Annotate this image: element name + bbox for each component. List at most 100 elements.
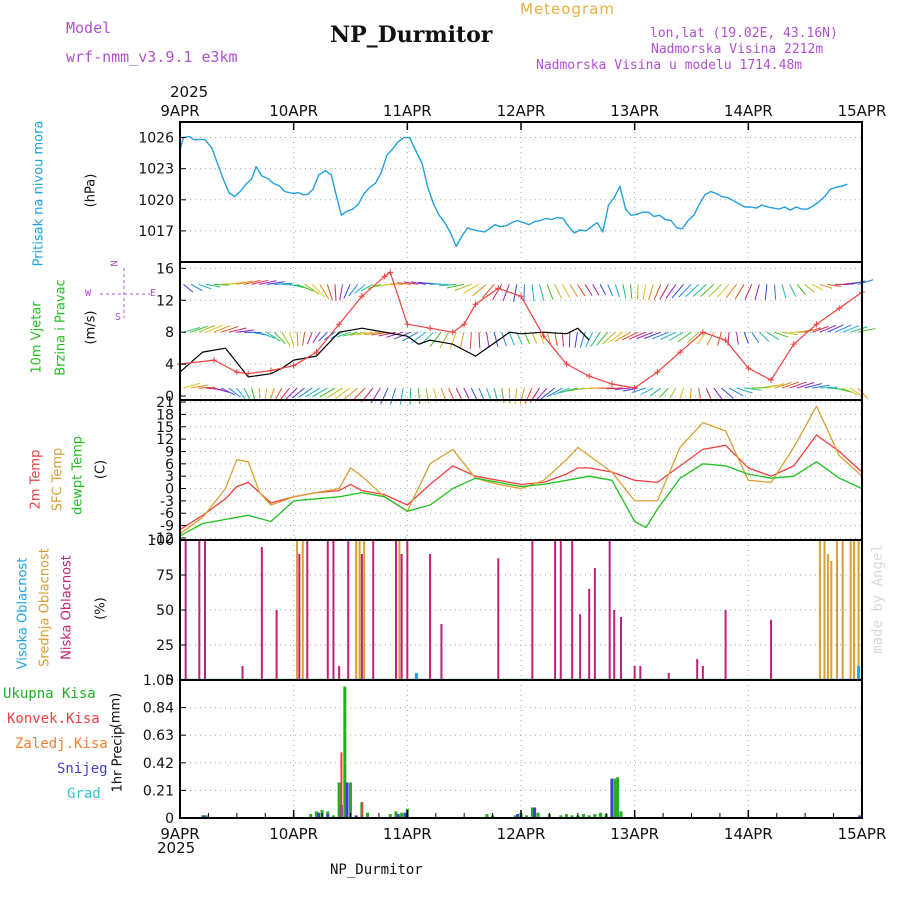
temp-tick-label: -6	[160, 506, 174, 522]
legend-conv-rain: Konvek.Kisa	[7, 711, 100, 727]
wind-arrow	[508, 332, 515, 346]
wind-arrow	[716, 283, 730, 298]
wind-arrow	[449, 332, 457, 349]
wind-arrow	[812, 283, 824, 291]
precip-total-bar	[593, 814, 597, 818]
wind-arrow	[327, 387, 343, 398]
wind-arrow	[642, 284, 647, 300]
precip-total-bar	[559, 815, 563, 818]
wind-arrow	[827, 324, 844, 333]
cloud-low-bar	[571, 540, 574, 680]
lonlat-info: lon,lat (19.02E, 43.16N)	[650, 26, 838, 41]
wind-arrow	[668, 331, 684, 341]
wind-arrow	[478, 387, 485, 401]
wind-arrow	[568, 332, 571, 348]
precip-snow-bar	[317, 812, 321, 818]
x-tick-label-bottom: 14APR	[724, 825, 773, 843]
wind-gust-marker	[211, 357, 218, 364]
wind-arrow	[399, 387, 404, 405]
cloud-low-bar	[338, 666, 341, 680]
cloud-low-bar	[701, 666, 704, 680]
wind-gust-marker	[563, 361, 570, 368]
precip-total-bar	[349, 782, 352, 818]
cloud-low-bar	[620, 617, 623, 680]
cloud-low-bar	[400, 554, 403, 680]
wind-arrow	[463, 283, 480, 294]
wind-arrow	[190, 283, 203, 292]
wind-arrow	[291, 387, 305, 399]
legend-frozen-rain: Zaledj.Kisa	[15, 736, 108, 752]
precip-total-bar	[400, 812, 404, 818]
wind-gust-marker	[313, 349, 320, 356]
precip-total-bar	[619, 811, 623, 818]
wind-arrow	[213, 283, 229, 286]
cloud-low-bar	[440, 624, 443, 680]
cloud-mid-bar	[355, 540, 358, 680]
wind-arrow	[725, 284, 737, 299]
wind-gust-marker	[404, 321, 411, 328]
precip-snow-bar	[345, 782, 349, 818]
wind-arrow	[343, 331, 358, 337]
x-tick-label-bottom: 9APR	[160, 825, 199, 843]
wind-arrow	[631, 387, 646, 394]
wind-arrow	[686, 331, 700, 344]
wind-arrow	[378, 331, 396, 337]
wind-arrow	[183, 283, 194, 293]
wind-arrow	[251, 279, 269, 285]
wind-arrow	[205, 324, 223, 333]
cloud-mid-bar	[818, 540, 821, 680]
cloud-mid-bar	[835, 540, 838, 680]
wind-arrow	[531, 284, 535, 302]
precip-snow-bar	[610, 778, 614, 818]
wind-arrow	[251, 387, 256, 401]
wind-arrow	[834, 324, 852, 333]
wind-arrow	[607, 284, 614, 297]
wind-arrow	[554, 332, 558, 346]
wind-gust-marker	[233, 369, 240, 376]
wind-arrow	[228, 327, 247, 333]
wind-arrow	[736, 387, 753, 394]
cloud-mid-bar	[398, 540, 401, 680]
cloud-mid-bar	[826, 554, 829, 680]
wind-arrow	[842, 387, 858, 395]
precip-snow-bar	[858, 815, 862, 818]
wind-arrow	[312, 331, 321, 343]
wind-arrow	[531, 332, 537, 344]
wind-tick-label: 16	[156, 261, 174, 277]
precip-total-bar	[366, 812, 370, 818]
precip-snow-bar	[533, 807, 537, 818]
wind-arrow	[546, 284, 554, 300]
wind-arrow	[596, 331, 609, 346]
wind-arrow	[486, 332, 490, 348]
x-tick-label-top: 14APR	[724, 102, 773, 120]
wind-arrow	[774, 382, 792, 389]
cloud-tick-label: 50	[156, 603, 174, 619]
wind-arrow	[789, 284, 797, 297]
wind-arrow	[546, 387, 563, 398]
temp-tick-label: 21	[156, 395, 174, 411]
cloud-low-bar	[724, 610, 727, 680]
wind-arrow	[648, 284, 654, 301]
cloud-mid-bar	[301, 540, 304, 680]
wind-gust-marker	[745, 365, 752, 372]
data-layer	[177, 135, 876, 818]
wind-arrow	[671, 284, 684, 299]
wind-arrow	[459, 332, 465, 350]
wind-arrow	[728, 387, 744, 397]
wind-arrow	[243, 387, 251, 400]
precip-tick-label: 0.21	[143, 783, 174, 799]
cloud-low-bar	[588, 589, 591, 680]
cloud-low-bar	[593, 568, 596, 680]
cloud-low-bar	[360, 554, 363, 680]
wind-arrow	[540, 387, 556, 400]
wind-arrow	[305, 387, 321, 398]
temp-tick-label: 0	[165, 482, 174, 498]
wind-arrow	[546, 332, 552, 346]
wind-arrow	[221, 325, 239, 333]
precip-tick-label: 0.84	[143, 701, 174, 717]
wind-arrow	[849, 387, 863, 398]
wind-arrow	[685, 283, 700, 298]
wind-arrow	[274, 282, 293, 285]
wind-arrow	[744, 387, 762, 391]
cloud-low-bar	[260, 547, 263, 680]
